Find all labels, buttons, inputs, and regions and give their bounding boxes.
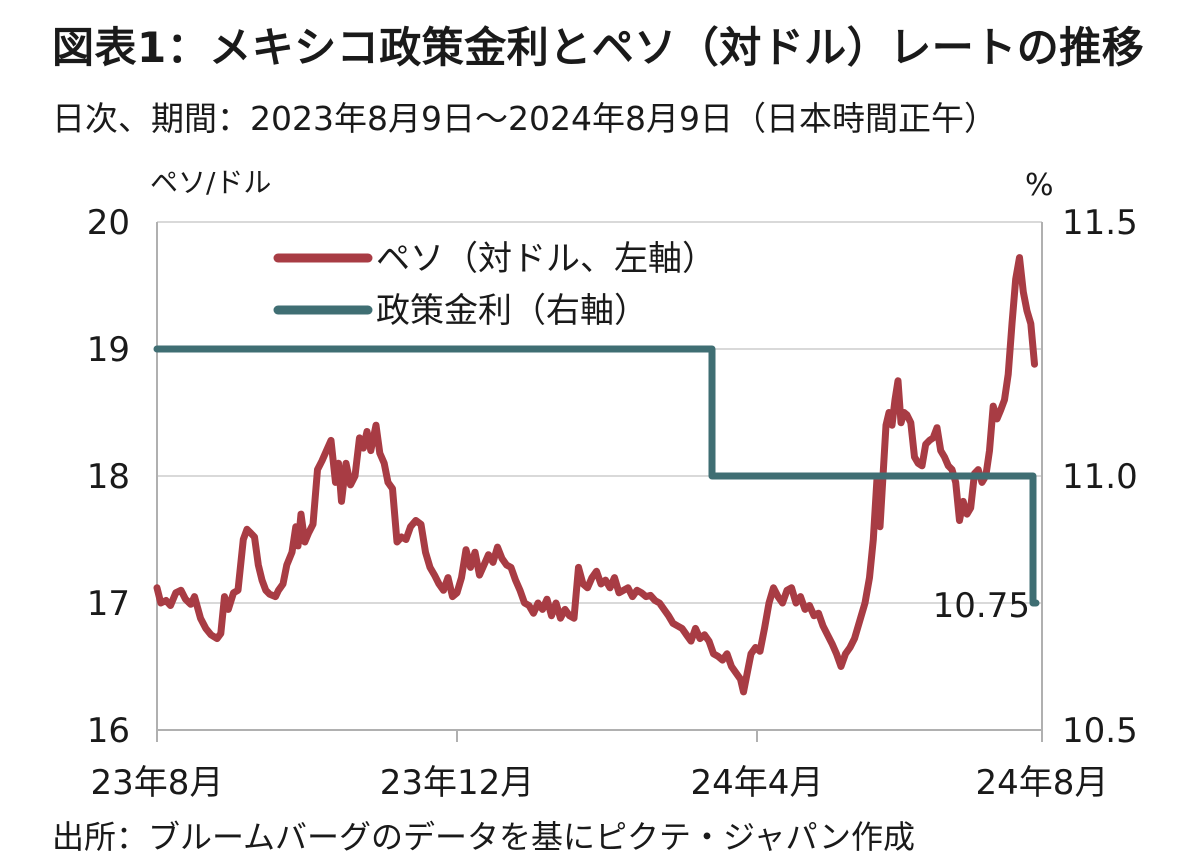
right-tick-label: 11.0 <box>1062 457 1138 497</box>
series-lines <box>153 254 1040 696</box>
source-note: 出所：ブルームバーグのデータを基にピクテ・ジャパン作成 <box>52 818 916 856</box>
right-tick-label: 10.5 <box>1062 711 1138 751</box>
chart-title: 図表1：メキシコ政策金利とペソ（対ドル）レートの推移 <box>52 23 1145 72</box>
chart-subtitle: 日次、期間：2023年8月9日～2024年8月9日（日本時間正午） <box>52 99 997 138</box>
right-tick-label: 11.5 <box>1062 203 1138 243</box>
right-axis-unit: % <box>1025 168 1054 203</box>
left-axis-unit: ペソ/ドル <box>150 166 271 199</box>
axes <box>156 222 1043 742</box>
left-tick-label: 19 <box>87 330 130 370</box>
rate-annotation: 10.75 <box>933 586 1030 626</box>
left-tick-label: 20 <box>87 203 130 243</box>
left-tick-label: 18 <box>87 457 130 497</box>
legend-label: ペソ（対ドル、左軸） <box>376 239 716 279</box>
policy-rate-line <box>153 345 1040 607</box>
tick-labels: ペソ/ドル % 16 17 18 19 20 10.5 11.0 11.5 23年8月 23年12月 2… <box>87 166 1138 803</box>
annotations: 10.75 <box>933 586 1030 626</box>
left-tick-label: 16 <box>87 711 130 751</box>
left-tick-label: 17 <box>87 584 130 624</box>
x-tick-label: 23年12月 <box>380 763 535 803</box>
x-tick-label: 24年4月 <box>691 763 824 803</box>
legend-label: 政策金利（右軸） <box>376 291 648 331</box>
legend: ペソ（対ドル、左軸） 政策金利（右軸） <box>273 239 716 331</box>
peso-line <box>153 254 1038 696</box>
x-tick-label: 24年8月 <box>976 763 1109 803</box>
x-tick-label: 23年8月 <box>91 763 224 803</box>
